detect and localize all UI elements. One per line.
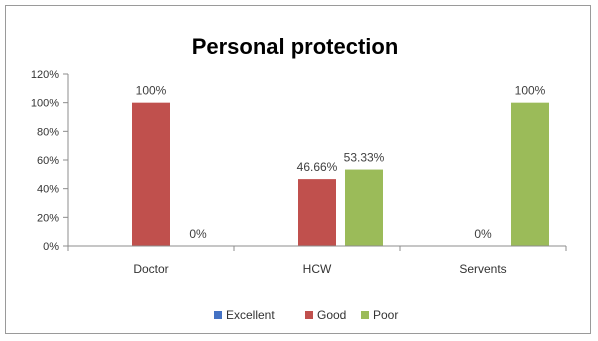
bars-group [132, 102, 549, 247]
x-axis: Doctor HCW Servents [67, 245, 567, 276]
legend: Excellent Good Poor [214, 308, 398, 322]
legend-swatch-good [305, 311, 313, 319]
data-label: 53.33% [344, 151, 385, 165]
legend-label-excellent: Excellent [226, 308, 275, 322]
data-label: 0% [474, 227, 492, 241]
data-label: 46.66% [297, 160, 338, 174]
x-tick-label: Doctor [133, 262, 168, 276]
data-label: 100% [515, 84, 546, 98]
y-tick-label: 0% [43, 241, 59, 253]
x-tick-label: Servents [459, 262, 506, 276]
data-labels-group: 100% 0% 46.66% 53.33% 0% 100% [136, 84, 546, 241]
legend-swatch-excellent [214, 311, 222, 319]
bar-poor-servents [511, 102, 549, 247]
bar-poor-hcw [345, 169, 383, 246]
y-tick-label: 20% [37, 212, 59, 224]
data-label: 100% [136, 84, 167, 98]
chart-frame: Personal protection 0% 20% 40% 60% 80% 100% 12… [5, 5, 591, 334]
y-tick-label: 60% [37, 155, 59, 167]
y-tick-label: 100% [31, 98, 59, 110]
y-tick-label: 40% [37, 184, 59, 196]
bar-good-hcw [298, 179, 336, 246]
y-tick-label: 120% [31, 69, 59, 81]
legend-label-good: Good [317, 308, 346, 322]
chart-title: Personal protection [192, 34, 399, 59]
bar-chart: Personal protection 0% 20% 40% 60% 80% 100% 12… [31, 34, 567, 322]
legend-label-poor: Poor [373, 308, 398, 322]
bar-good-doctor [132, 102, 170, 247]
x-tick-label: HCW [303, 262, 332, 276]
y-axis: 0% 20% 40% 60% 80% 100% 120% [31, 69, 69, 253]
data-label: 0% [189, 227, 207, 241]
legend-swatch-poor [361, 311, 369, 319]
y-tick-label: 80% [37, 126, 59, 138]
